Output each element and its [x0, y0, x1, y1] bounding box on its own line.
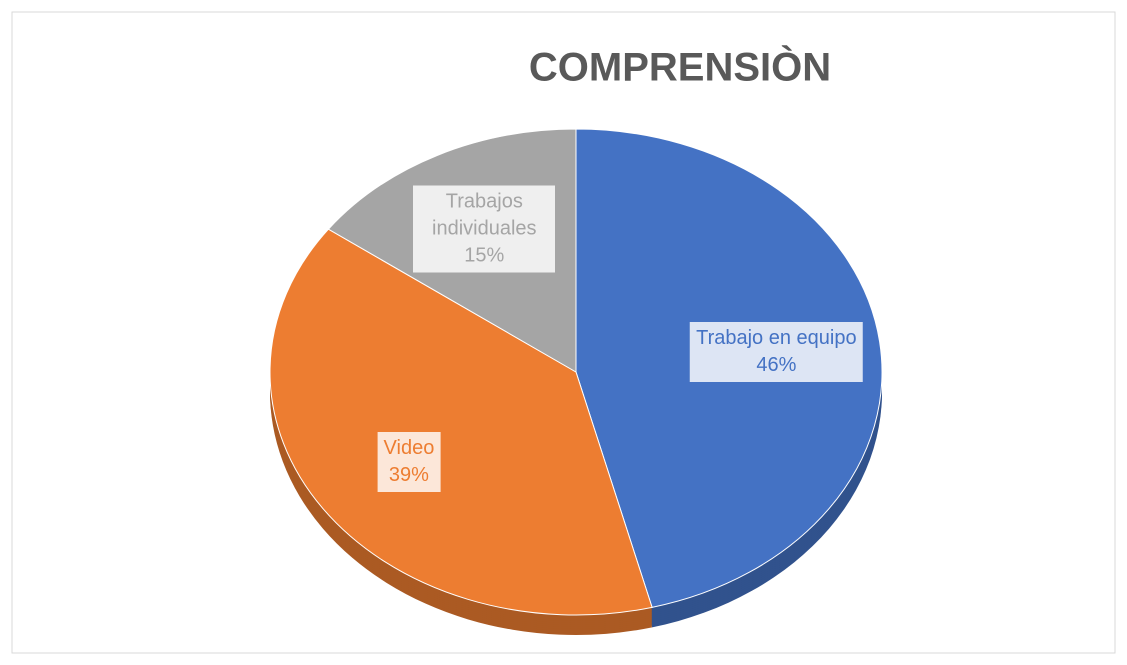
data-label: Video 39%	[377, 432, 441, 493]
label-category: Video	[383, 437, 435, 460]
label-category: Trabajo en equipo	[696, 326, 857, 349]
data-label: Trabajos individuales 15%	[413, 185, 556, 273]
label-value: 46%	[756, 353, 797, 376]
slice	[269, 228, 653, 616]
label-value: 15%	[464, 244, 505, 267]
label-value: 39%	[388, 464, 429, 487]
data-label: Trabajo en equipo 46%	[690, 321, 863, 382]
label-category: Trabajos individuales	[432, 190, 537, 240]
chart-title: COMPRENSIÒN	[529, 44, 831, 90]
